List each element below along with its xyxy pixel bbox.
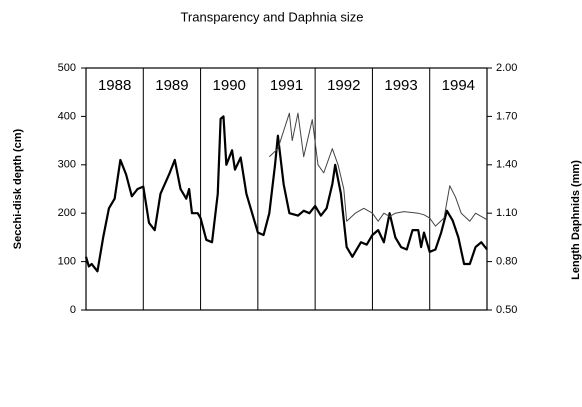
year-label: 1991 bbox=[270, 77, 303, 94]
y2-tick-label: 2.00 bbox=[496, 62, 517, 74]
y-tick-label: 200 bbox=[58, 207, 76, 219]
year-label: 1992 bbox=[327, 77, 360, 94]
y-tick-label: 0 bbox=[70, 304, 76, 316]
chart-title: Transparency and Daphnia size bbox=[180, 9, 363, 24]
y-tick-label: 300 bbox=[58, 159, 76, 171]
y-tick-label: 500 bbox=[58, 62, 76, 74]
y-axis-label: Secchi-disk depth (cm) bbox=[12, 128, 24, 249]
y2-tick-label: 0.80 bbox=[496, 256, 517, 268]
data-line bbox=[268, 112, 488, 227]
y-tick-label: 400 bbox=[58, 110, 76, 122]
y2-tick-label: 0.50 bbox=[496, 304, 517, 316]
y2-axis-label: Length Daphnids (mm) bbox=[570, 160, 582, 280]
plot-frame bbox=[85, 67, 488, 311]
y-tick-label: 100 bbox=[58, 256, 76, 268]
year-label: 1994 bbox=[442, 77, 475, 94]
year-label: 1989 bbox=[155, 77, 188, 94]
y2-tick-label: 1.70 bbox=[496, 110, 517, 122]
year-label: 1988 bbox=[98, 77, 131, 94]
data-line bbox=[84, 115, 488, 273]
year-label: 1993 bbox=[384, 77, 417, 94]
year-label: 1990 bbox=[213, 77, 246, 94]
y2-tick-label: 1.40 bbox=[496, 159, 517, 171]
y2-tick-label: 1.10 bbox=[496, 207, 517, 219]
